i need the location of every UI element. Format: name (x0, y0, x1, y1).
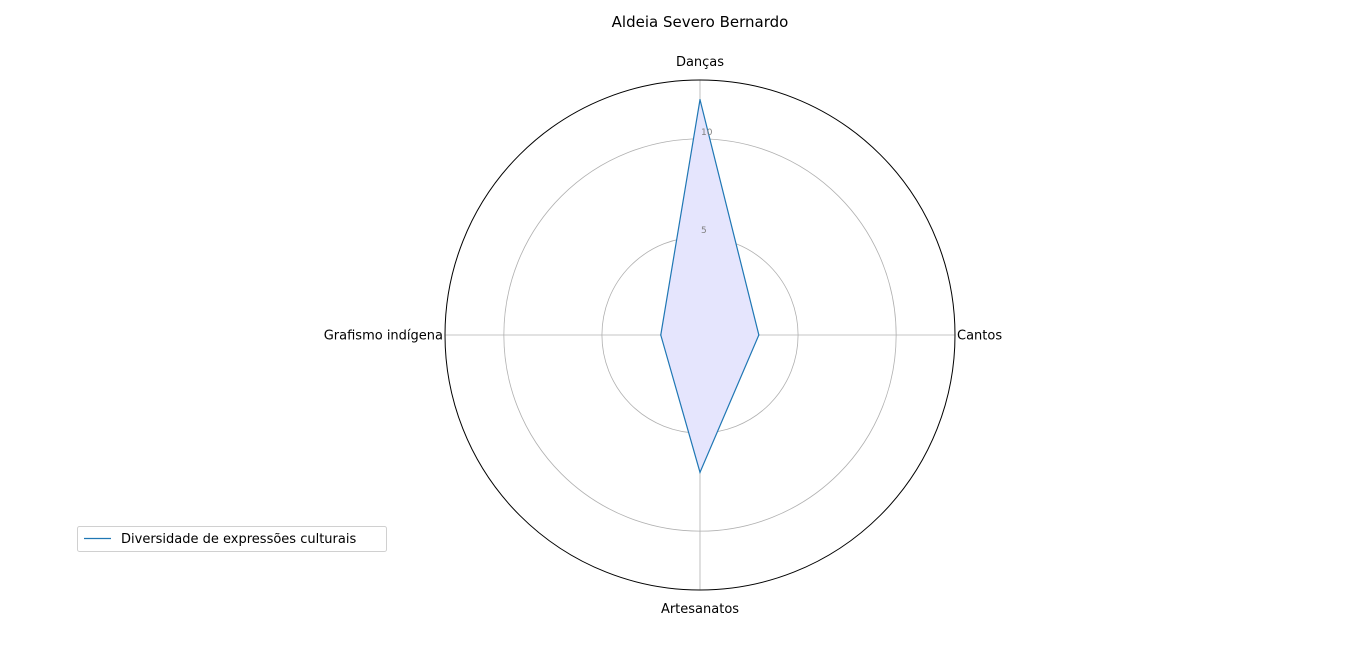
category-label-2: Artesanatos (661, 602, 739, 617)
data-point-2 (699, 471, 701, 473)
data-point-1 (758, 334, 760, 336)
category-label-3: Grafismo indígena (324, 329, 443, 344)
r-tick-label-10: 10 (701, 128, 713, 138)
data-point-0 (699, 99, 701, 101)
data-point-3 (660, 334, 662, 336)
legend-entry-label: Diversidade de expressões culturais (121, 532, 356, 547)
series-layer (660, 99, 760, 475)
chart-title: Aldeia Severo Bernardo (612, 13, 789, 31)
legend-frame (77, 526, 387, 552)
category-label-1: Cantos (957, 329, 1002, 344)
outer-circle (444, 79, 956, 591)
r-tick-label-5: 5 (701, 226, 707, 236)
label-layer: 5 10 Danças Cantos Artesanatos Grafismo indíg… (324, 55, 1003, 617)
series-area-0 (660, 99, 759, 473)
category-label-0: Danças (676, 55, 724, 70)
legend: Diversidade de expressões culturais (77, 526, 387, 552)
